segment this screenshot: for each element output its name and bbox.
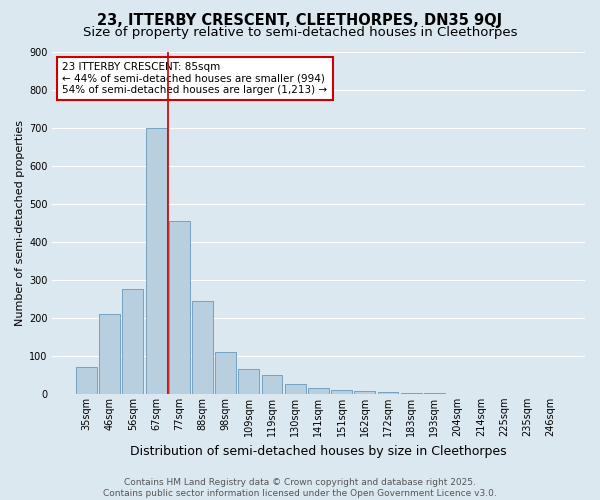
- Bar: [424, 393, 445, 394]
- Bar: [215, 352, 236, 394]
- Text: Contains HM Land Registry data © Crown copyright and database right 2025.
Contai: Contains HM Land Registry data © Crown c…: [103, 478, 497, 498]
- Bar: [355, 391, 375, 394]
- Text: 23, ITTERBY CRESCENT, CLEETHORPES, DN35 9QJ: 23, ITTERBY CRESCENT, CLEETHORPES, DN35 …: [97, 12, 503, 28]
- Bar: [401, 392, 422, 394]
- Bar: [377, 392, 398, 394]
- Bar: [192, 300, 213, 394]
- Bar: [308, 388, 329, 394]
- Text: Size of property relative to semi-detached houses in Cleethorpes: Size of property relative to semi-detach…: [83, 26, 517, 39]
- Bar: [169, 221, 190, 394]
- Bar: [122, 290, 143, 394]
- Y-axis label: Number of semi-detached properties: Number of semi-detached properties: [15, 120, 25, 326]
- Bar: [76, 368, 97, 394]
- Bar: [262, 375, 283, 394]
- Bar: [146, 128, 167, 394]
- Text: 23 ITTERBY CRESCENT: 85sqm
← 44% of semi-detached houses are smaller (994)
54% o: 23 ITTERBY CRESCENT: 85sqm ← 44% of semi…: [62, 62, 328, 95]
- Bar: [238, 369, 259, 394]
- Bar: [285, 384, 305, 394]
- X-axis label: Distribution of semi-detached houses by size in Cleethorpes: Distribution of semi-detached houses by …: [130, 444, 507, 458]
- Bar: [331, 390, 352, 394]
- Bar: [99, 314, 120, 394]
